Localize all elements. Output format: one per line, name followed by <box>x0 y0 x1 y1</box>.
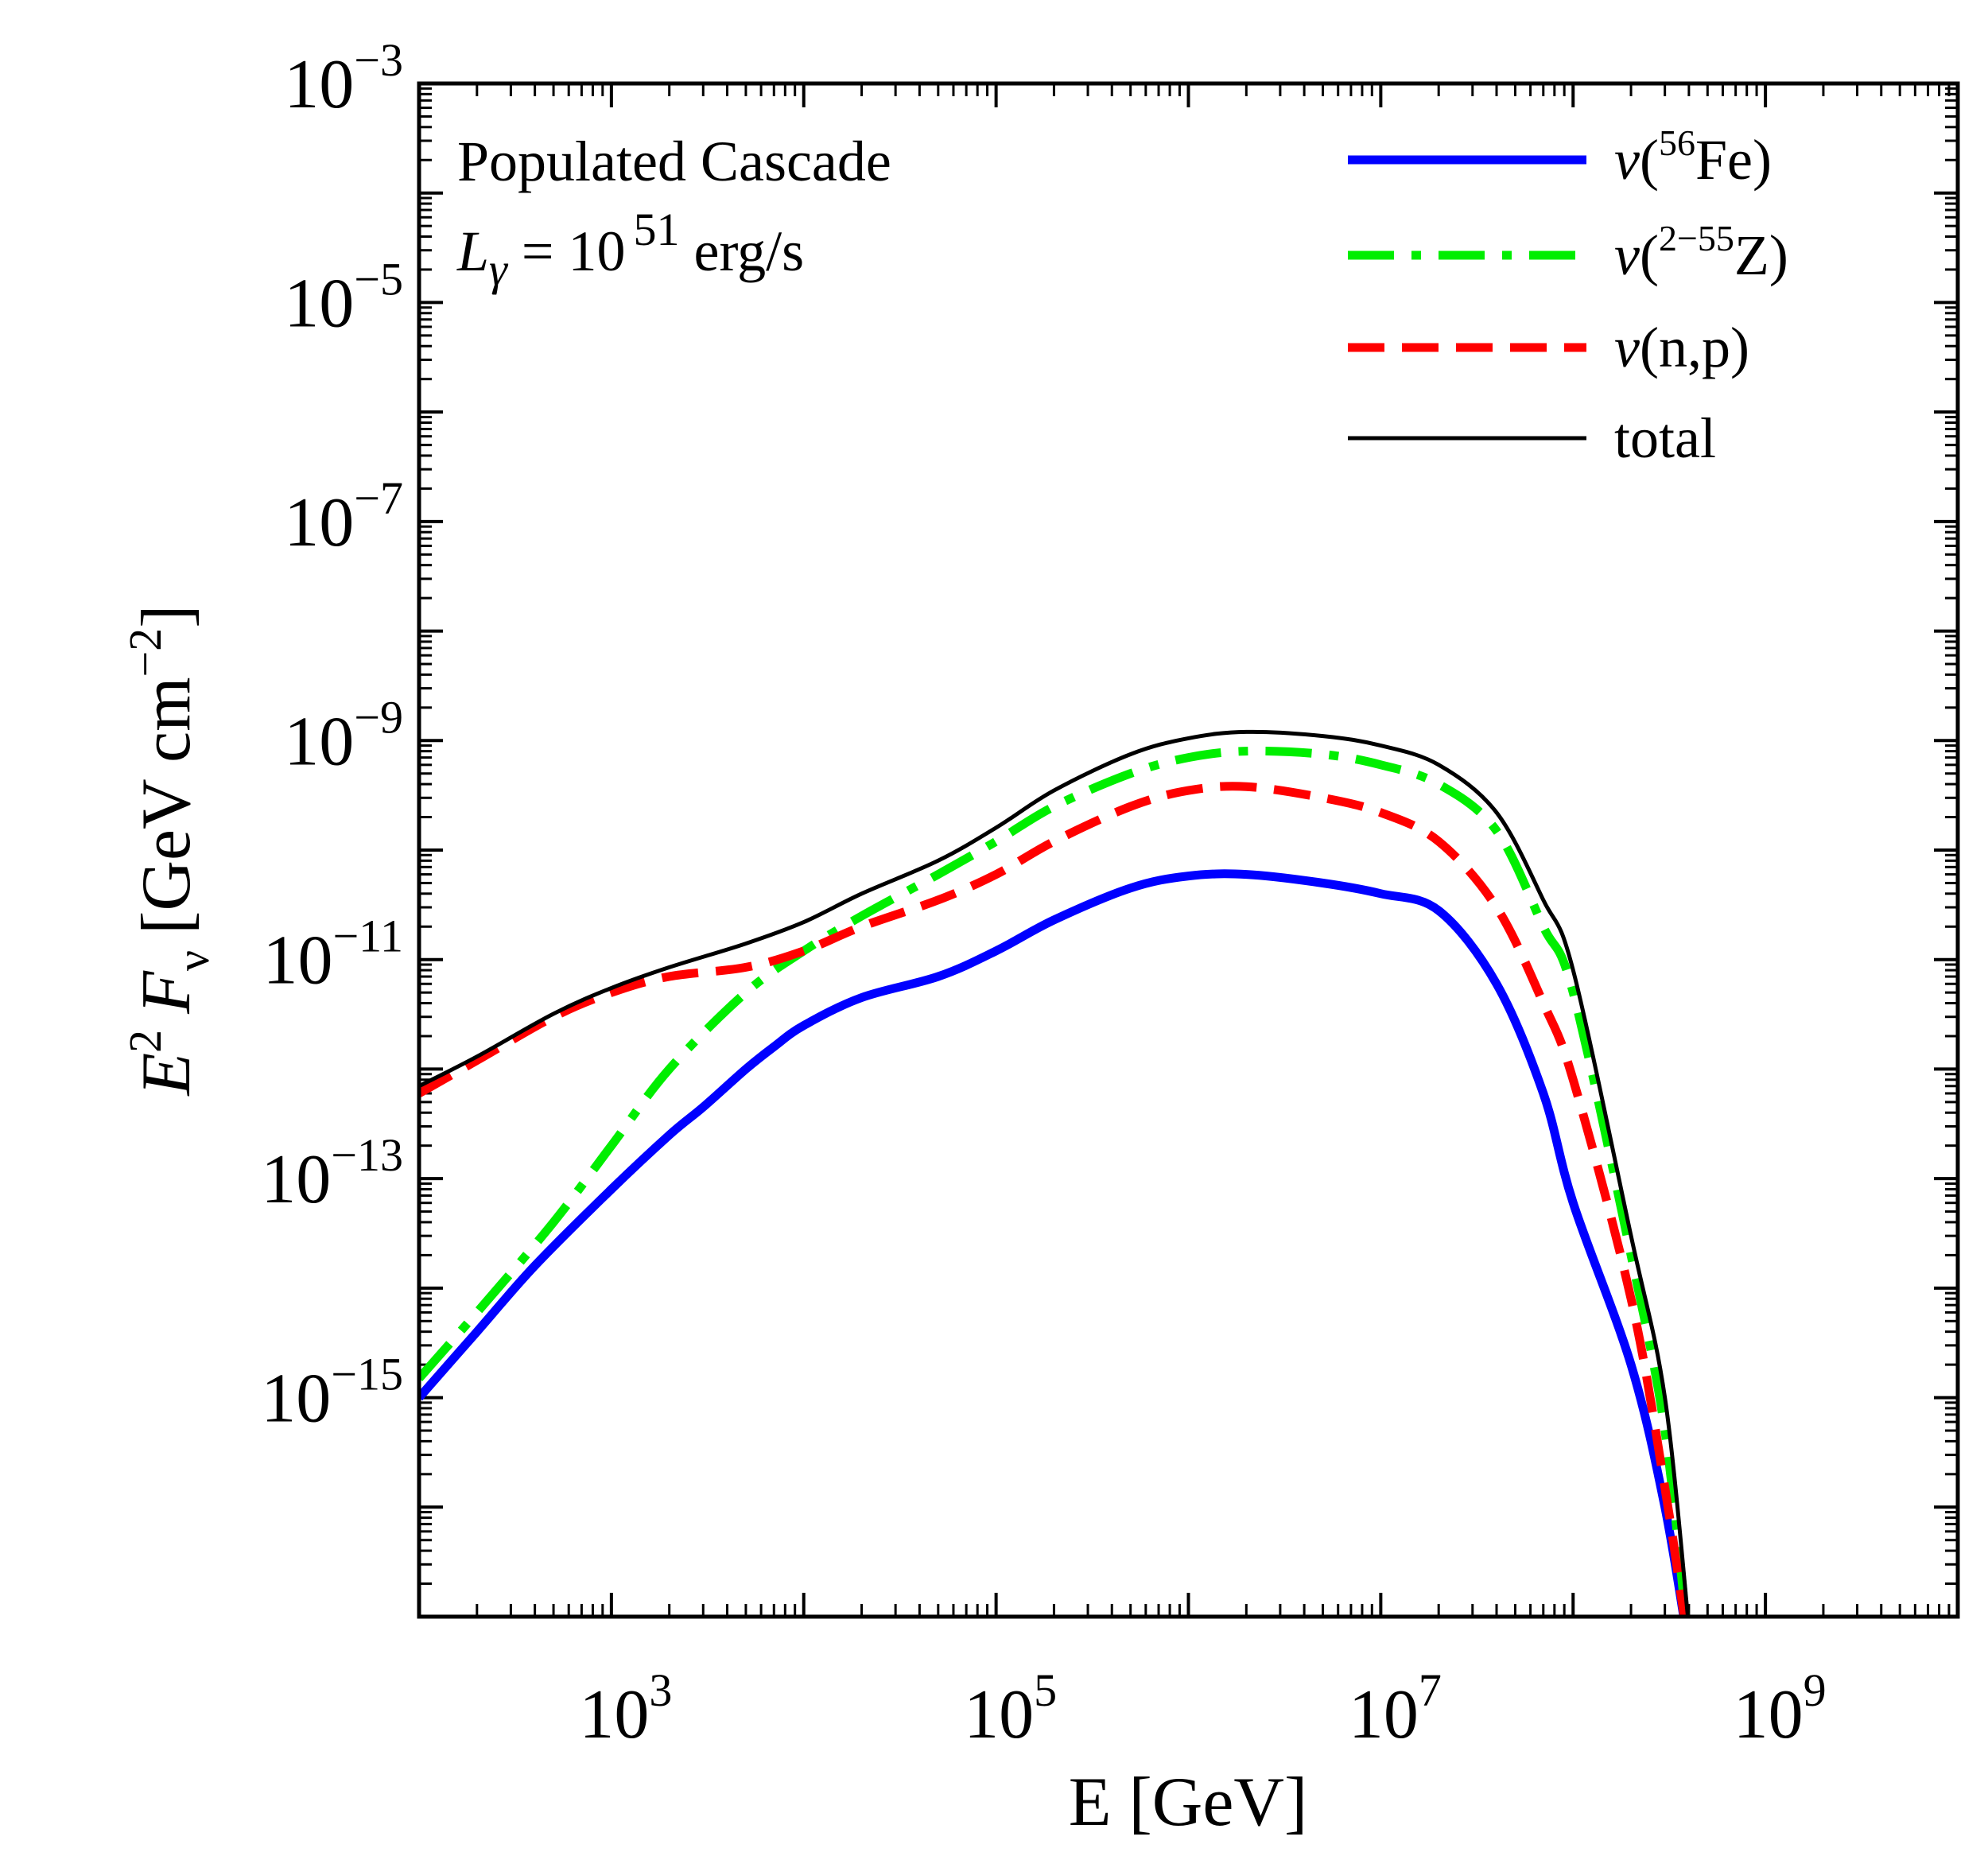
x-axis-label: E [GeV] <box>1069 1764 1308 1841</box>
y-axis-label: E2Fν[GeV cm−2] <box>119 604 219 1097</box>
series-line-56fe <box>419 869 1688 1617</box>
series-group <box>419 729 1691 1617</box>
y-tick-label: 10−7 <box>284 472 403 561</box>
y-tick-label: 10−15 <box>261 1349 403 1438</box>
legend-label-56fe: ν(56Fe) <box>1614 122 1772 192</box>
legend: ν(56Fe) ν(2−55Z) ν(n,p) total <box>1348 122 1788 470</box>
y-tick-labels: 10−3 10−5 10−7 10−9 10−11 10−13 10−15 <box>261 34 403 1438</box>
y-tick-label: 10−5 <box>284 253 403 342</box>
x-tick-labels: 103 105 107 109 <box>579 1664 1826 1753</box>
annotation-luminosity: Lγ = 10 51 erg/s <box>456 204 804 295</box>
y-tick-label: 10−11 <box>262 911 403 1000</box>
legend-label-2-55z: ν(2−55Z) <box>1614 218 1788 287</box>
series-line-2-55z <box>419 746 1691 1617</box>
y-tick-label: 10−3 <box>284 34 403 123</box>
legend-label-n-p: ν(n,p) <box>1614 316 1749 379</box>
y-tick-label: 10−13 <box>261 1129 403 1218</box>
series-line-n-p <box>419 782 1689 1617</box>
annotation-title: Populated Cascade <box>457 130 891 193</box>
plot-frame <box>417 81 1960 1619</box>
x-tick-label: 107 <box>1349 1664 1442 1753</box>
series-line-total <box>419 729 1691 1617</box>
y-tick-label: 10−9 <box>284 691 403 780</box>
x-tick-label: 105 <box>964 1664 1057 1753</box>
x-tick-label: 103 <box>579 1664 672 1753</box>
x-tick-label: 109 <box>1734 1664 1827 1753</box>
legend-label-total: total <box>1614 406 1716 470</box>
